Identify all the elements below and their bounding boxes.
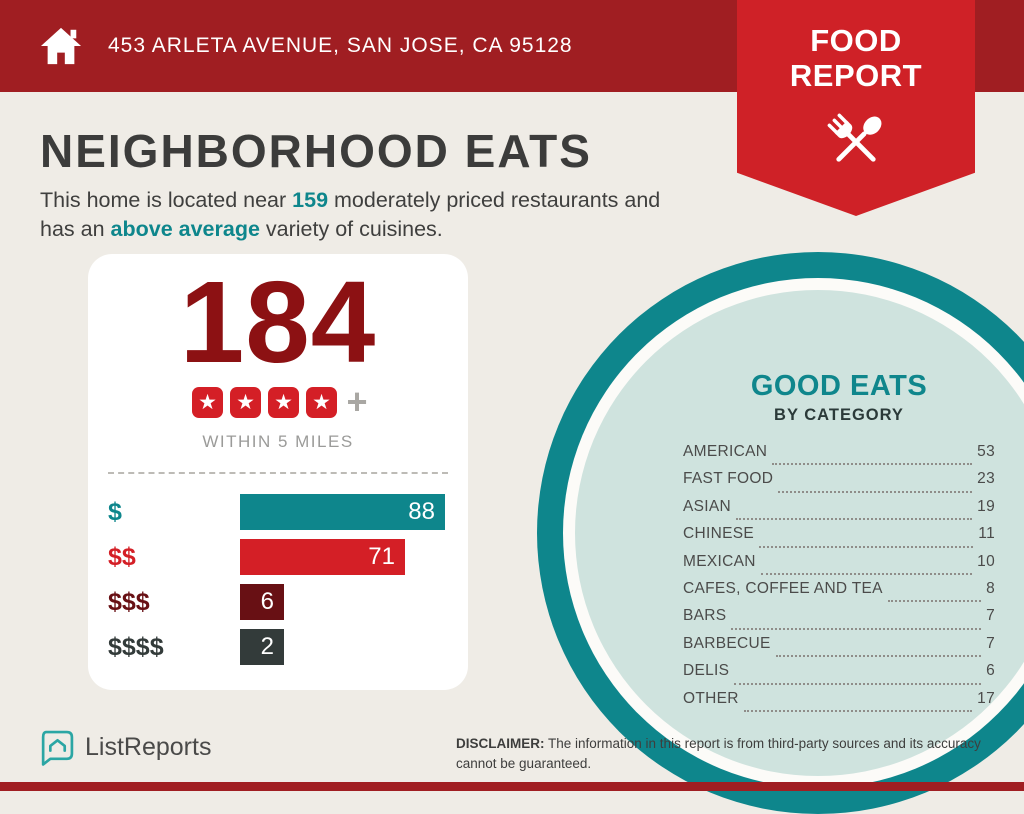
intro-line1-post: moderately priced restaurants and [328,188,661,212]
price-tier-label: $$$$ [108,632,164,661]
price-tier-bar: 2 [240,629,284,665]
dotted-leader [736,518,973,521]
category-row: ASIAN 19 [683,498,995,525]
disclaimer: DISCLAIMER: The information in this repo… [456,734,1002,773]
category-label: AMERICAN [683,443,768,460]
category-row: FAST FOOD 23 [683,470,995,497]
category-value: 6 [986,662,995,680]
price-tier-row: $88 [108,494,468,530]
good-eats-title: GOOD EATS [750,370,928,402]
category-label: FAST FOOD [683,470,774,488]
star-icon: ★ [191,386,223,418]
category-value: 11 [978,525,995,543]
listreports-logo-icon [41,730,74,766]
page-title: NEIGHBORHOOD EATS [40,125,592,177]
dashed-divider [108,472,448,474]
category-value: 7 [986,607,995,625]
category-label: MEXICAN [683,552,756,570]
dotted-leader [775,655,982,658]
dotted-leader [731,627,982,630]
price-tier-row: $$$$ 2 [108,629,468,665]
ribbon-title-line1: FOOD [810,23,902,58]
category-label: DELIS [683,662,730,680]
dotted-leader [778,490,973,493]
circle-inner-fill [575,290,1024,776]
category-label: OTHER [683,689,739,707]
plus-icon: + [346,381,368,422]
food-report-ribbon: FOOD REPORT [737,0,975,216]
price-tier-row: $$$ 6 [108,584,468,620]
intro-line1-pre: This home is located near [40,188,293,212]
price-tier-bar: 6 [240,584,284,620]
house-icon [40,27,82,65]
price-tier-row: $$ 71 [108,539,468,575]
dotted-leader [887,600,982,603]
price-tier-label: $$ [108,542,136,571]
category-value: 53 [977,443,995,460]
category-value: 7 [986,634,995,652]
category-row: OTHER 17 [683,690,995,717]
good-eats-panel: GOOD EATS BY CATEGORY AMERICAN 53 FAST FOO… [683,370,995,717]
disclaimer-label: DISCLAIMER: [456,736,545,751]
category-row: MEXICAN 10 [683,553,995,580]
price-tier-label: $ [108,497,122,526]
bottom-accent-bar [0,782,1024,791]
stats-card: 184 ★ ★ ★ ★ + WITHIN 5 MILES $88 $$ 71 $$$ 6 $$$$… [88,254,468,690]
category-row: CAFES, COFFEE AND TEA 8 [683,580,995,607]
category-label: ASIAN [683,497,732,515]
category-row: BARBECUE 7 [683,635,995,662]
dotted-leader [734,682,982,685]
price-tier-bar: 88 [240,494,445,530]
category-value: 23 [977,470,995,488]
intro-line2-post: variety of cuisines. [259,217,443,242]
category-value: 17 [977,689,995,707]
category-row: AMERICAN 53 [683,443,995,470]
dotted-leader [743,709,973,712]
category-label: BARBECUE [683,634,771,652]
intro-line2-pre: has an [40,217,111,242]
category-row: BARS 7 [683,607,995,634]
restaurant-count: 159 [292,188,329,212]
category-label: BARS [683,607,727,625]
brand-name: ListReports [85,733,212,761]
category-row: CHINESE 11 [683,525,995,552]
spoon-fork-icon [827,114,882,163]
category-value: 8 [986,579,995,597]
star-icon: ★ [229,386,261,418]
radius-label: WITHIN 5 MILES [202,432,354,451]
total-restaurants: 184 [179,257,377,387]
good-eats-subtitle: BY CATEGORY [774,406,904,424]
category-label: CAFES, COFFEE AND TEA [683,579,883,597]
price-tier-label: $$$ [108,587,150,616]
variety-highlight: above average [110,217,260,242]
property-address: 453 ARLETA AVENUE, SAN JOSE, CA 95128 [108,34,573,57]
star-icon: ★ [305,386,337,418]
price-bar-chart: $88 $$ 71 $$$ 6 $$$$ 2 [108,494,468,665]
dotted-leader [759,545,974,548]
dotted-leader [760,572,973,575]
category-value: 10 [977,552,995,570]
good-eats-circle [537,252,1024,814]
category-label: CHINESE [683,525,755,543]
price-tier-bar: 71 [240,539,405,575]
category-list: AMERICAN 53 FAST FOOD 23 ASIAN 19 CHINESE 11 MEX… [683,443,995,717]
ribbon-title-line2: REPORT [789,57,923,93]
category-row: DELIS 6 [683,662,995,689]
intro-text: This home is located near 159 moderately… [40,186,740,244]
disclaimer-text: The information in this report is from t… [456,736,981,771]
ribbon-title: FOOD REPORT [789,23,923,93]
category-value: 19 [977,497,995,515]
star-rating: ★ ★ ★ ★ + [88,384,468,420]
dotted-leader [772,463,973,466]
star-icon: ★ [267,386,299,418]
brand-block: ListReports [38,729,211,766]
